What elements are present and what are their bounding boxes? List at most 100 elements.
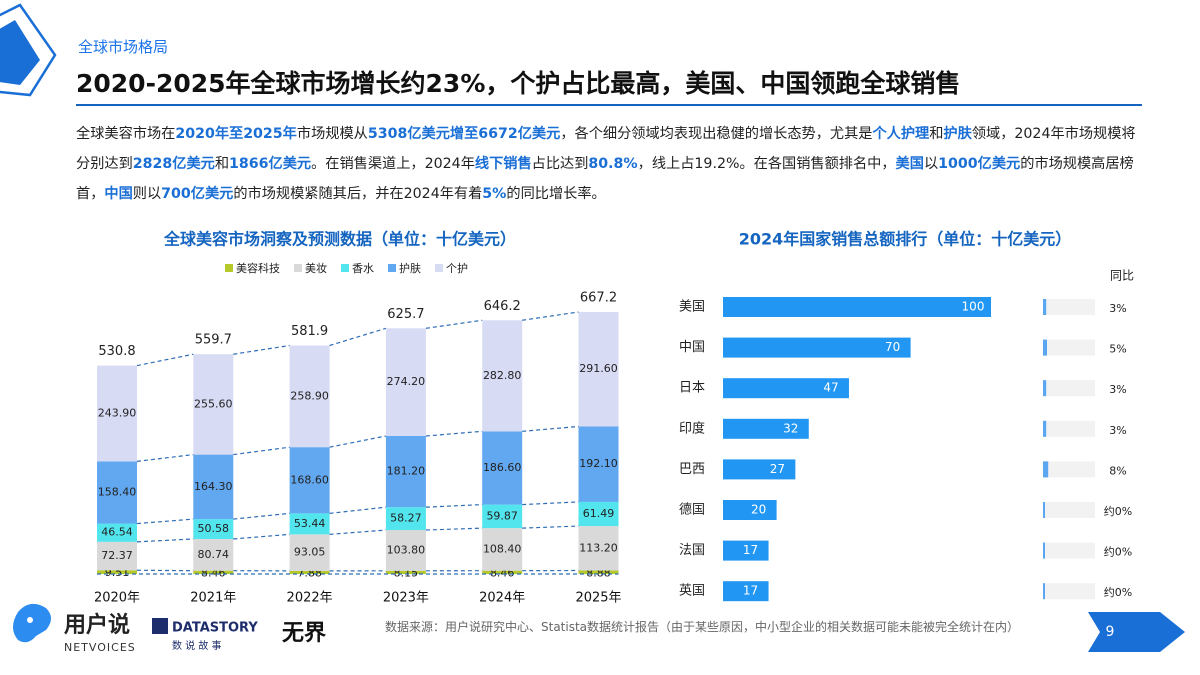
trend-line	[136, 538, 194, 543]
trend-line	[522, 525, 579, 529]
trend-line	[425, 504, 483, 508]
value-label: 61.49	[583, 507, 615, 520]
trend-line	[522, 501, 579, 506]
summary-segment: 美国	[895, 156, 924, 172]
yoy-track	[1043, 461, 1095, 478]
bar-segment	[193, 454, 234, 520]
summary-segment: 领域，2024年市场规模将分别达到	[76, 126, 1136, 172]
total-label: 559.7	[195, 333, 232, 348]
bar-segment	[578, 311, 619, 427]
value-label: 243.90	[98, 406, 137, 419]
legend-swatch	[225, 264, 233, 272]
decoration	[0, 20, 40, 85]
yoy-track	[1043, 502, 1095, 518]
summary-segment: 的同比增长率。	[506, 186, 606, 202]
summary-segment: 2020年至2025年	[175, 126, 297, 142]
value-label: 32	[783, 421, 798, 435]
x-tick-label: 2020年	[94, 591, 140, 606]
category-label: 巴西	[679, 462, 705, 477]
yoy-bar	[1043, 542, 1045, 559]
yoy-bar	[1043, 420, 1047, 437]
brand-en: NETVOICES	[64, 641, 136, 654]
bar-segment	[97, 570, 137, 574]
bar	[723, 540, 769, 561]
yoy-label: 3%	[1109, 383, 1126, 396]
bar-segment	[385, 328, 426, 437]
summary-segment: ，线上占19.2%。在各国销售额排名中，	[637, 156, 896, 172]
value-label: 27	[770, 462, 785, 476]
bar-segment	[482, 431, 523, 505]
legend-label: 美妆	[305, 262, 327, 275]
value-label: 282.80	[483, 369, 522, 382]
trend-line	[136, 518, 194, 525]
bar-segment	[193, 519, 234, 539]
bar-segment	[385, 530, 426, 571]
bar-segment	[289, 345, 330, 448]
trend-line	[425, 430, 483, 437]
bar-segment	[482, 320, 523, 432]
bar-segment	[193, 570, 234, 574]
legend-swatch	[388, 264, 396, 272]
summary-segment: 和	[929, 126, 944, 142]
value-label: 181.20	[387, 465, 426, 478]
yoy-bar	[1043, 583, 1045, 600]
yoy-track	[1043, 299, 1095, 315]
chart-title: 全球美容市场洞察及预测数据（单位：十亿美元）	[163, 230, 516, 249]
summary-segment: 5%	[482, 186, 507, 202]
yoy-bar	[1043, 380, 1047, 397]
summary-segment: 2828亿美元	[132, 156, 215, 172]
partner2: 无界	[282, 621, 326, 646]
yoy-bar	[1043, 461, 1049, 478]
summary-segment: 个人护理	[872, 126, 930, 142]
source: 数据来源：用户说研究中心、Statista数据统计报告（由于某些原因，中小型企业…	[385, 620, 1020, 634]
value-label: 72.37	[101, 549, 133, 562]
trend-line	[522, 425, 579, 432]
decoration	[0, 3, 57, 97]
value-label: 164.30	[194, 480, 233, 493]
legend-swatch	[435, 264, 443, 272]
bar	[723, 378, 849, 399]
value-label: 258.90	[290, 389, 329, 402]
summary-segment: 全球美容市场在	[76, 126, 176, 142]
bar-segment	[97, 541, 137, 571]
summary-segment: 。在销售渠道上，2024年	[311, 156, 475, 172]
legend-label: 香水	[352, 262, 374, 275]
yoy-track	[1043, 339, 1095, 356]
total-label: 625.7	[387, 307, 424, 322]
summary-segment: 中国	[104, 186, 133, 202]
bar-segment	[193, 354, 234, 455]
value-label: 80.74	[198, 548, 230, 561]
value-label: 108.40	[483, 542, 522, 555]
summary-segment: 1000亿美元	[938, 156, 1021, 172]
chart-title: 2024年国家销售总额排行（单位：十亿美元）	[739, 230, 1072, 249]
bar-segment	[385, 436, 426, 508]
value-label: 46.54	[101, 526, 133, 539]
yoy-label: 5%	[1109, 343, 1126, 356]
total-label: 581.9	[291, 324, 328, 339]
legend-label: 美容科技	[236, 261, 280, 275]
value-label: 17	[743, 543, 758, 557]
trend-line	[329, 506, 386, 514]
summary-segment: 80.8%	[588, 156, 638, 172]
x-tick-label: 2024年	[479, 591, 525, 606]
bar-segment	[193, 538, 234, 571]
bar	[723, 459, 796, 480]
x-tick-label: 2022年	[287, 591, 333, 606]
yoy-label: 约0%	[1104, 505, 1132, 518]
value-label: 168.60	[290, 473, 329, 486]
value-label: 103.80	[387, 543, 426, 556]
stacked-chart: 美容科技 美妆 香水 护肤 个护9.5172.3746.54158.40243.9053…	[94, 261, 622, 606]
value-label: 47	[823, 381, 838, 395]
bar	[723, 297, 991, 317]
bar-segment	[578, 570, 619, 574]
bar	[723, 418, 809, 439]
logo-icon	[13, 603, 51, 643]
value-label: 59.87	[486, 509, 518, 522]
value-label: 100	[962, 300, 985, 314]
value-label: 17	[743, 584, 758, 598]
yoy-track	[1043, 542, 1095, 559]
yoy-label: 约0%	[1104, 546, 1132, 559]
source-box: 数据来源：用户说研究中心、Statista数据统计报告（由于某些原因，中小型企业…	[385, 620, 1020, 634]
value-label: 20	[751, 503, 766, 517]
summary-segment: 市场规模从	[296, 126, 368, 142]
